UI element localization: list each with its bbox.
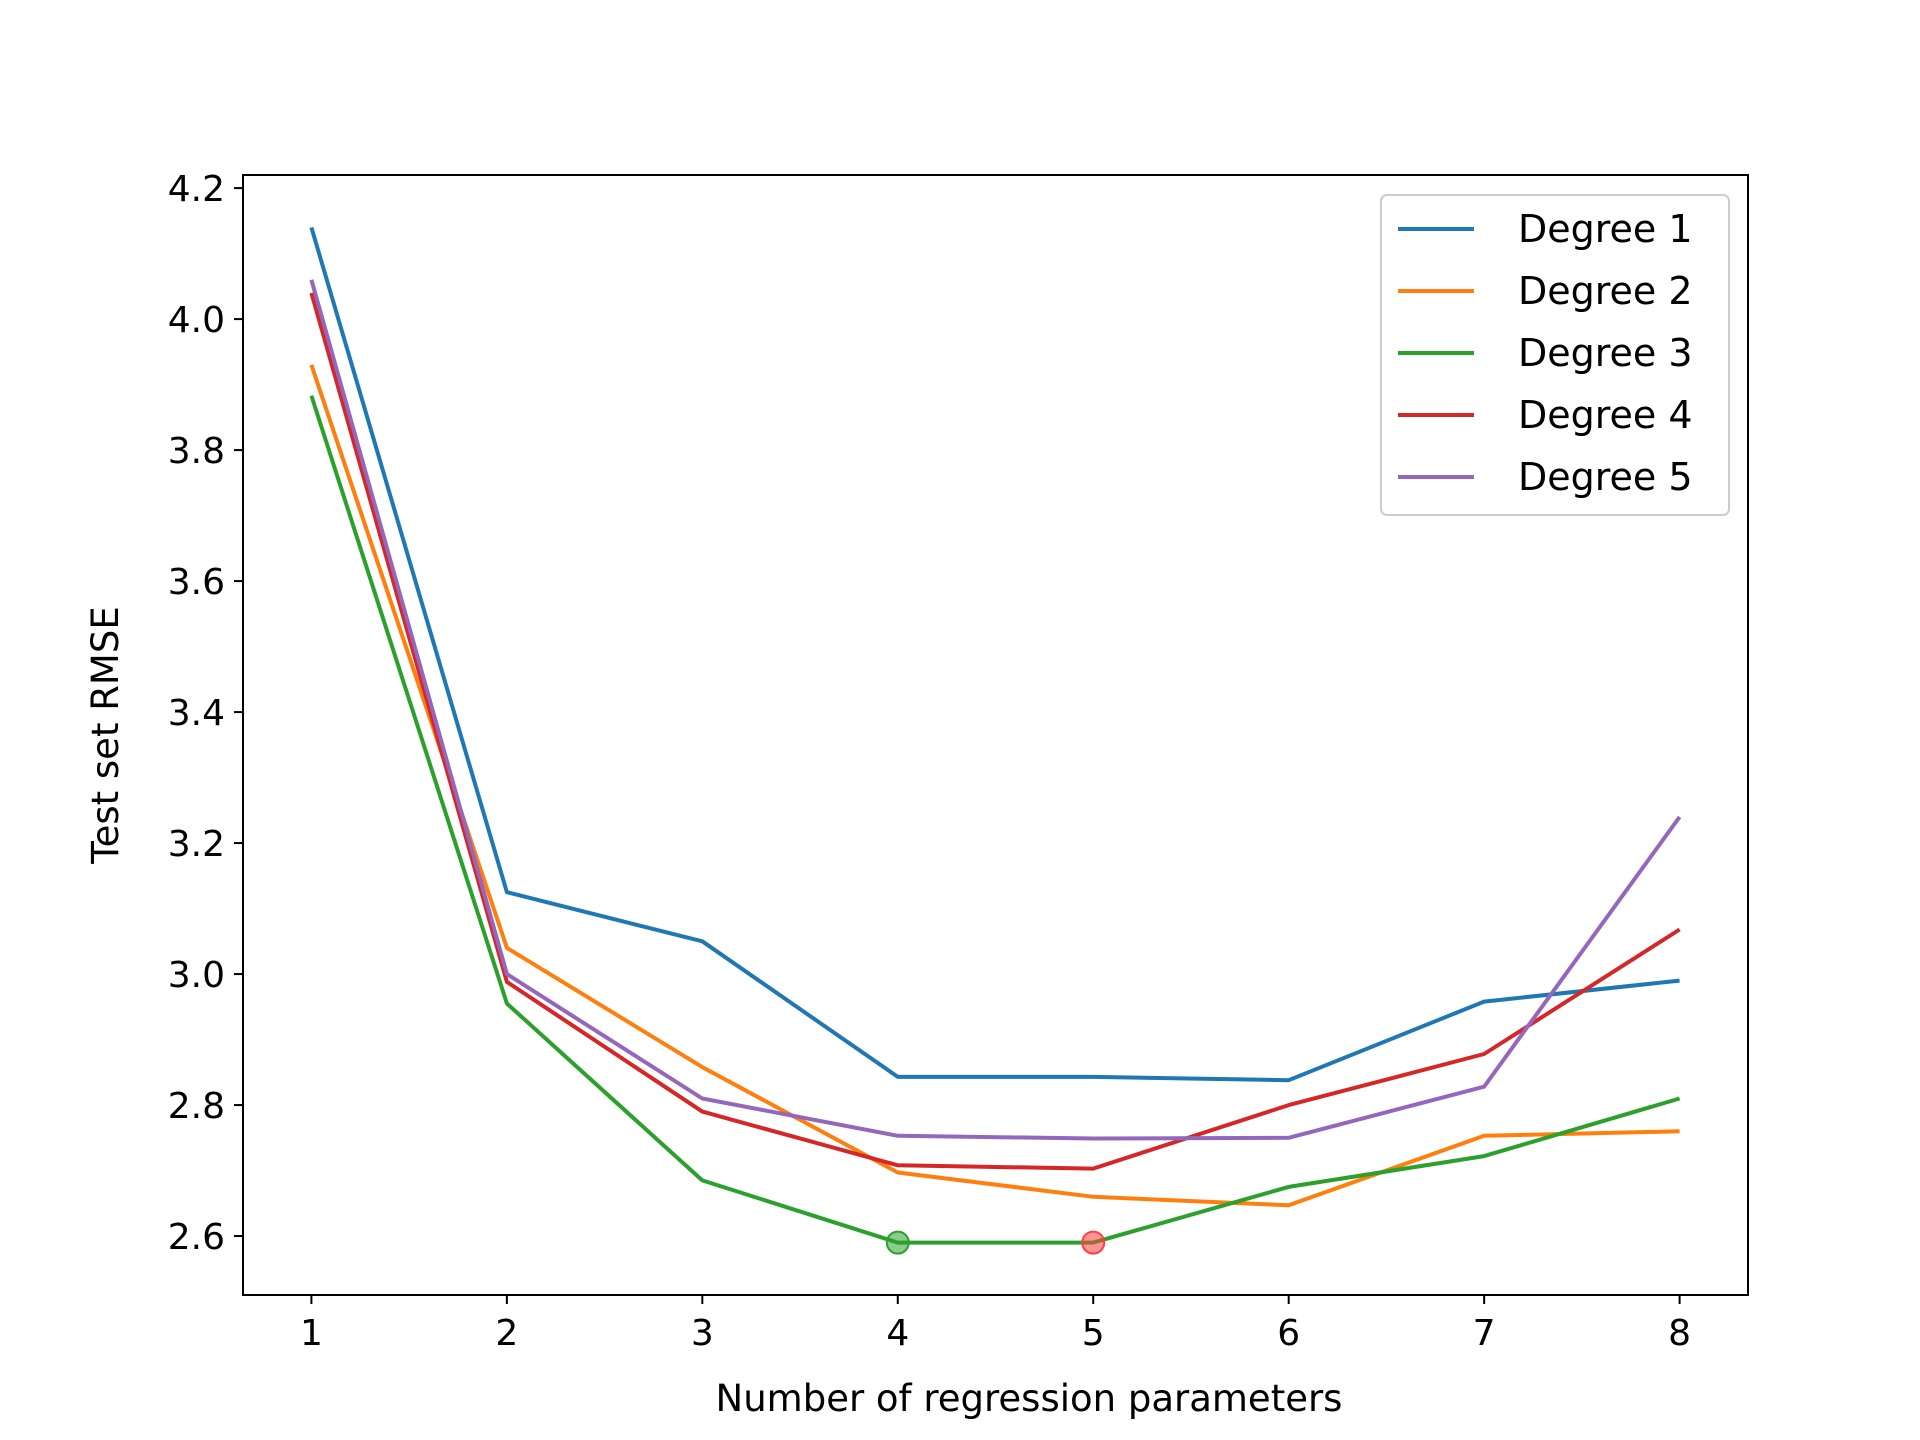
x-tick-label: 6 (1277, 1313, 1300, 1354)
highlight-markers (885, 1230, 1106, 1255)
x-tick-label: 5 (1082, 1313, 1105, 1354)
y-tick-label: 3.2 (168, 824, 225, 865)
x-axis-label: Number of regression parameters (716, 1377, 1343, 1420)
series-line-5 (309, 279, 1682, 1141)
y-tick-label: 3.0 (168, 955, 225, 996)
series-line-4 (309, 292, 1681, 1171)
y-tick-label: 2.6 (168, 1217, 225, 1258)
x-tick-label: 8 (1668, 1313, 1691, 1354)
y-tick-label: 4.0 (168, 300, 225, 341)
y-tick-label: 3.8 (168, 431, 225, 472)
y-tick-label: 4.2 (168, 169, 225, 210)
plot-frame (242, 174, 1749, 1296)
legend-label-5: Degree 5 (1518, 455, 1693, 499)
y-tick-label: 3.4 (168, 693, 225, 734)
y-tick-label: 2.8 (168, 1086, 225, 1127)
series-line-1 (309, 226, 1680, 1083)
series-line-3 (309, 395, 1681, 1245)
legend-label-4: Degree 4 (1518, 393, 1693, 437)
legend-label-2: Degree 2 (1518, 269, 1693, 313)
x-tick-label: 3 (691, 1313, 714, 1354)
x-axis: 1 2 3 4 5 6 7 8 (300, 1295, 1691, 1354)
highlight-point-1 (885, 1230, 910, 1255)
y-tick-label: 3.6 (168, 562, 225, 603)
legend: Degree 1 Degree 2 Degree 3 Degree 4 Degree 5 (1380, 194, 1730, 516)
x-tick-label: 7 (1473, 1313, 1496, 1354)
x-tick-label: 1 (300, 1313, 323, 1354)
legend-box (1380, 194, 1730, 516)
y-axis-label: Test set RMSE (84, 606, 127, 864)
legend-label-3: Degree 3 (1518, 331, 1693, 375)
highlight-point-2 (1081, 1230, 1106, 1255)
series-layer (309, 226, 1682, 1245)
y-axis: 2.6 2.8 3.0 3.2 3.4 3.6 3.8 4.0 4.2 (168, 169, 243, 1258)
legend-label-1: Degree 1 (1518, 207, 1693, 251)
x-tick-label: 4 (886, 1313, 909, 1354)
x-tick-label: 2 (495, 1313, 518, 1354)
series-line-2 (309, 364, 1680, 1208)
